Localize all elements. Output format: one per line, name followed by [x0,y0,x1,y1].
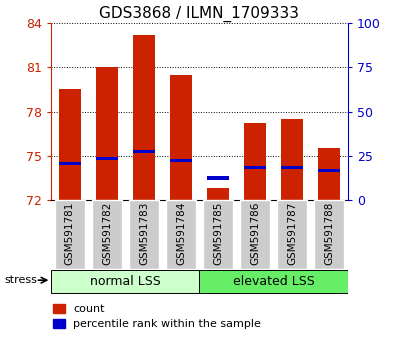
Text: normal LSS: normal LSS [90,275,161,288]
Text: stress: stress [4,275,37,285]
Bar [59,161,81,165]
Title: GDS3868 / ILMN_1709333: GDS3868 / ILMN_1709333 [100,5,299,22]
Bar [133,150,155,153]
Bar [207,188,229,200]
Bar [281,119,303,200]
Text: GSM591782: GSM591782 [102,202,112,266]
FancyBboxPatch shape [277,200,307,269]
FancyBboxPatch shape [203,200,233,269]
Bar [281,166,303,169]
Bar [96,157,118,160]
Bar [96,67,118,200]
FancyBboxPatch shape [166,200,196,269]
FancyBboxPatch shape [51,270,199,292]
Text: GSM591783: GSM591783 [139,202,149,266]
Bar [170,75,192,200]
FancyBboxPatch shape [92,200,122,269]
FancyBboxPatch shape [199,270,348,292]
FancyBboxPatch shape [314,200,344,269]
Text: GSM591781: GSM591781 [65,202,75,266]
Bar [59,89,81,200]
Text: GSM591785: GSM591785 [213,202,223,266]
Bar [133,35,155,200]
Legend: count, percentile rank within the sample: count, percentile rank within the sample [49,299,266,333]
Bar [244,166,266,169]
FancyBboxPatch shape [240,200,270,269]
Bar [318,148,340,200]
Text: elevated LSS: elevated LSS [233,275,314,288]
Bar [244,123,266,200]
Text: GSM591784: GSM591784 [176,202,186,266]
Text: GSM591788: GSM591788 [324,202,334,266]
Bar [170,159,192,162]
Bar [207,176,229,179]
Text: GSM591787: GSM591787 [287,202,297,266]
FancyBboxPatch shape [55,200,85,269]
FancyBboxPatch shape [129,200,159,269]
Text: GSM591786: GSM591786 [250,202,260,266]
Bar [318,169,340,172]
